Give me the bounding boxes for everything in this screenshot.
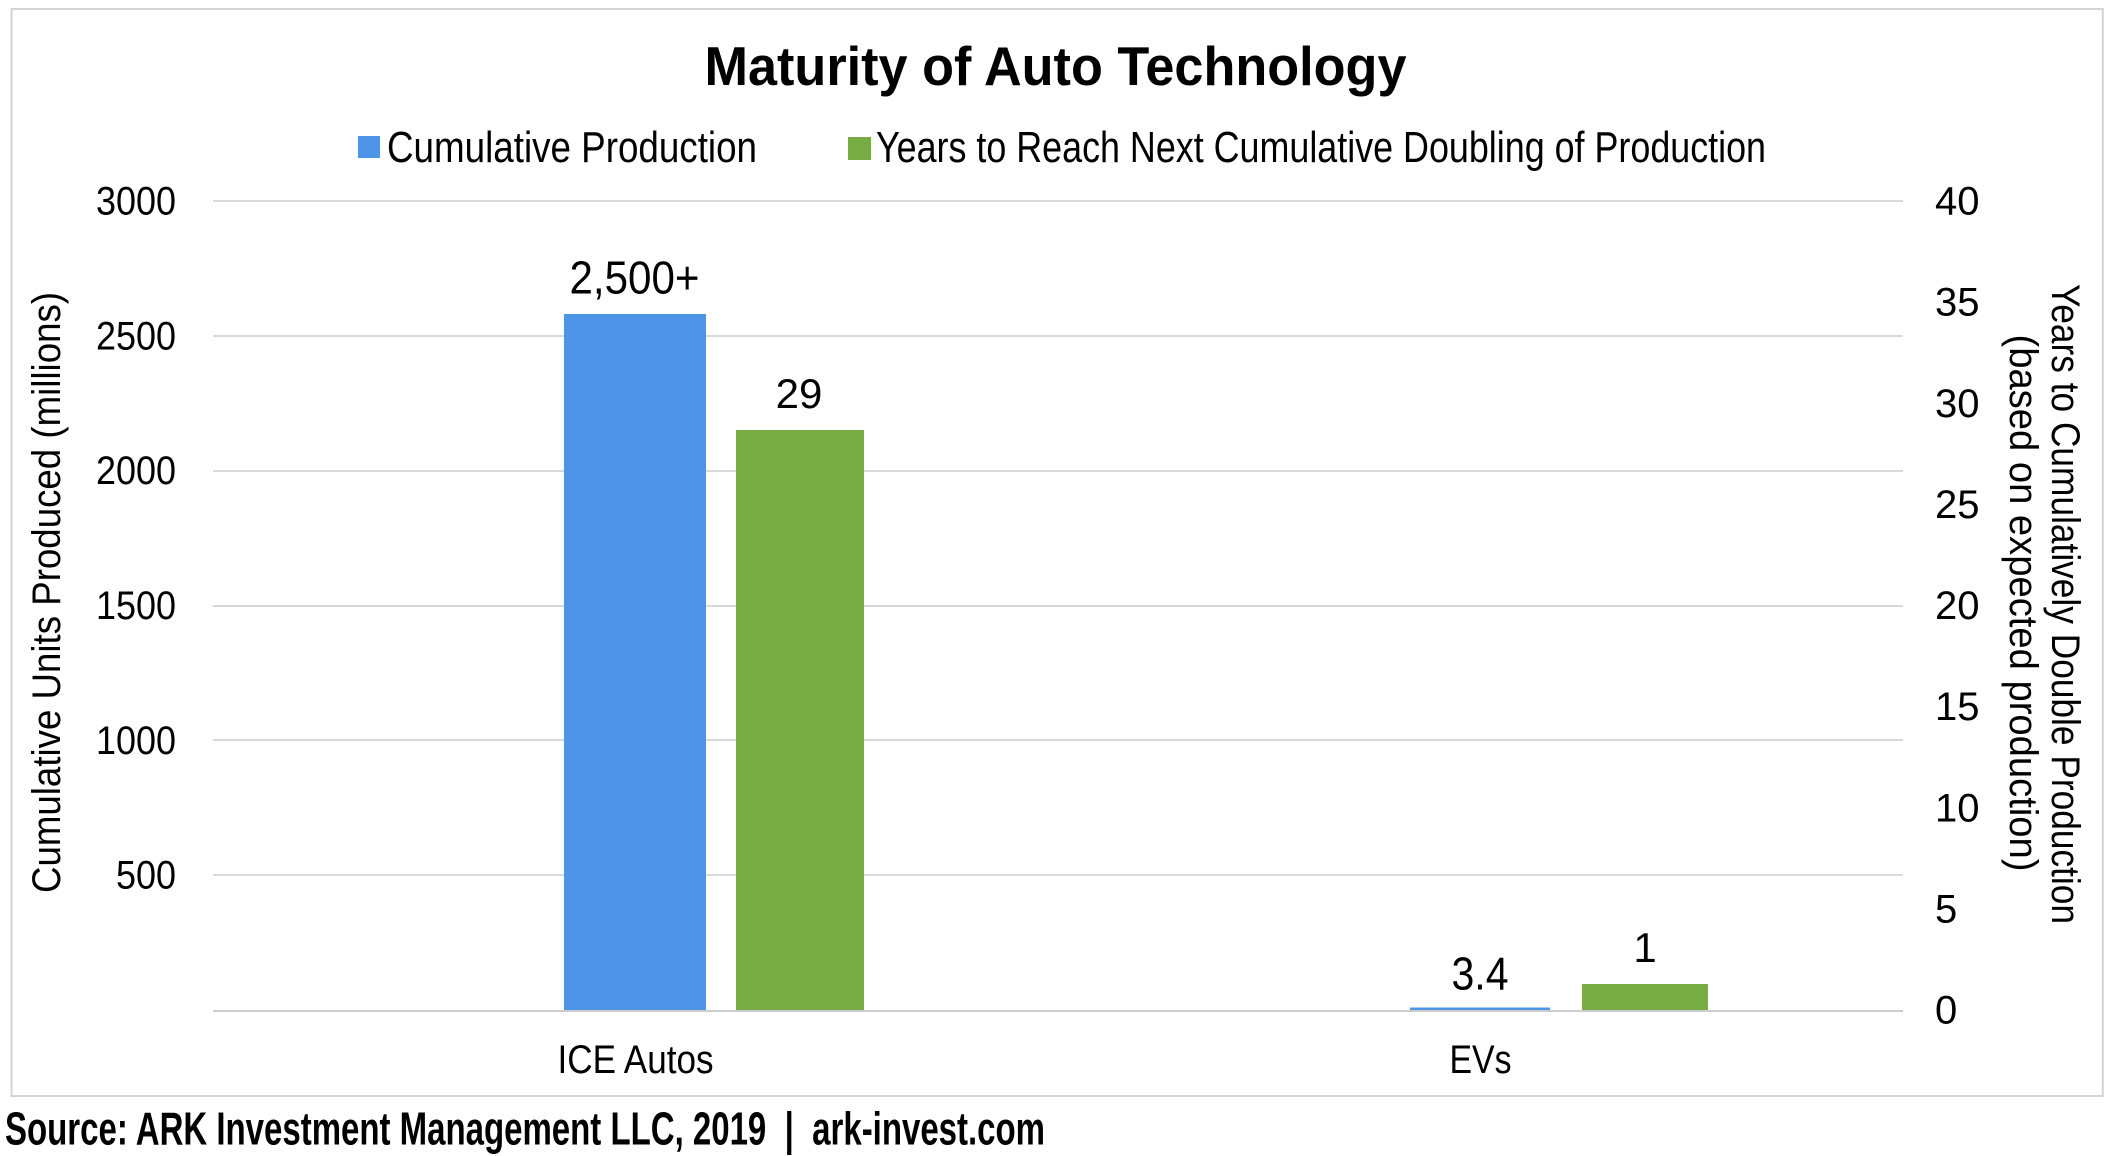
svg-text:Maturity of Auto Technology: Maturity of Auto Technology xyxy=(705,35,1407,97)
svg-text:1000: 1000 xyxy=(96,719,176,763)
svg-text:40: 40 xyxy=(1935,180,1980,224)
svg-text:2000: 2000 xyxy=(96,449,176,493)
svg-text:EVs: EVs xyxy=(1450,1038,1512,1082)
svg-text:500: 500 xyxy=(116,854,176,898)
svg-text:1500: 1500 xyxy=(96,584,176,628)
svg-text:Years to Reach Next Cumulative: Years to Reach Next Cumulative Doubling … xyxy=(876,123,1766,172)
svg-text:ICE Autos: ICE Autos xyxy=(558,1038,714,1082)
svg-text:3.4: 3.4 xyxy=(1452,948,1509,1000)
svg-text:1: 1 xyxy=(1633,924,1656,971)
svg-text:35: 35 xyxy=(1935,281,1980,325)
svg-text:3000: 3000 xyxy=(96,180,176,224)
svg-text:10: 10 xyxy=(1935,786,1980,830)
svg-text:2,500+: 2,500+ xyxy=(570,252,700,304)
svg-text:30: 30 xyxy=(1935,382,1980,426)
svg-text:2500: 2500 xyxy=(96,314,176,358)
svg-text:Cumulative Units Produced (mil: Cumulative Units Produced (millions) xyxy=(25,292,69,893)
svg-text:Cumulative Production: Cumulative Production xyxy=(387,123,757,172)
svg-text:5: 5 xyxy=(1935,887,1957,931)
svg-text:20: 20 xyxy=(1935,584,1980,628)
svg-text:(based on expected production): (based on expected production) xyxy=(2001,335,2045,872)
svg-text:Source: ARK Investment Managem: Source: ARK Investment Management LLC, 2… xyxy=(5,1103,1045,1155)
svg-text:0: 0 xyxy=(1935,989,1957,1033)
svg-text:25: 25 xyxy=(1935,483,1980,527)
svg-text:29: 29 xyxy=(776,370,823,417)
svg-text:Years to Cumulatively Double P: Years to Cumulatively Double Production xyxy=(2043,284,2087,924)
svg-text:15: 15 xyxy=(1935,685,1980,729)
